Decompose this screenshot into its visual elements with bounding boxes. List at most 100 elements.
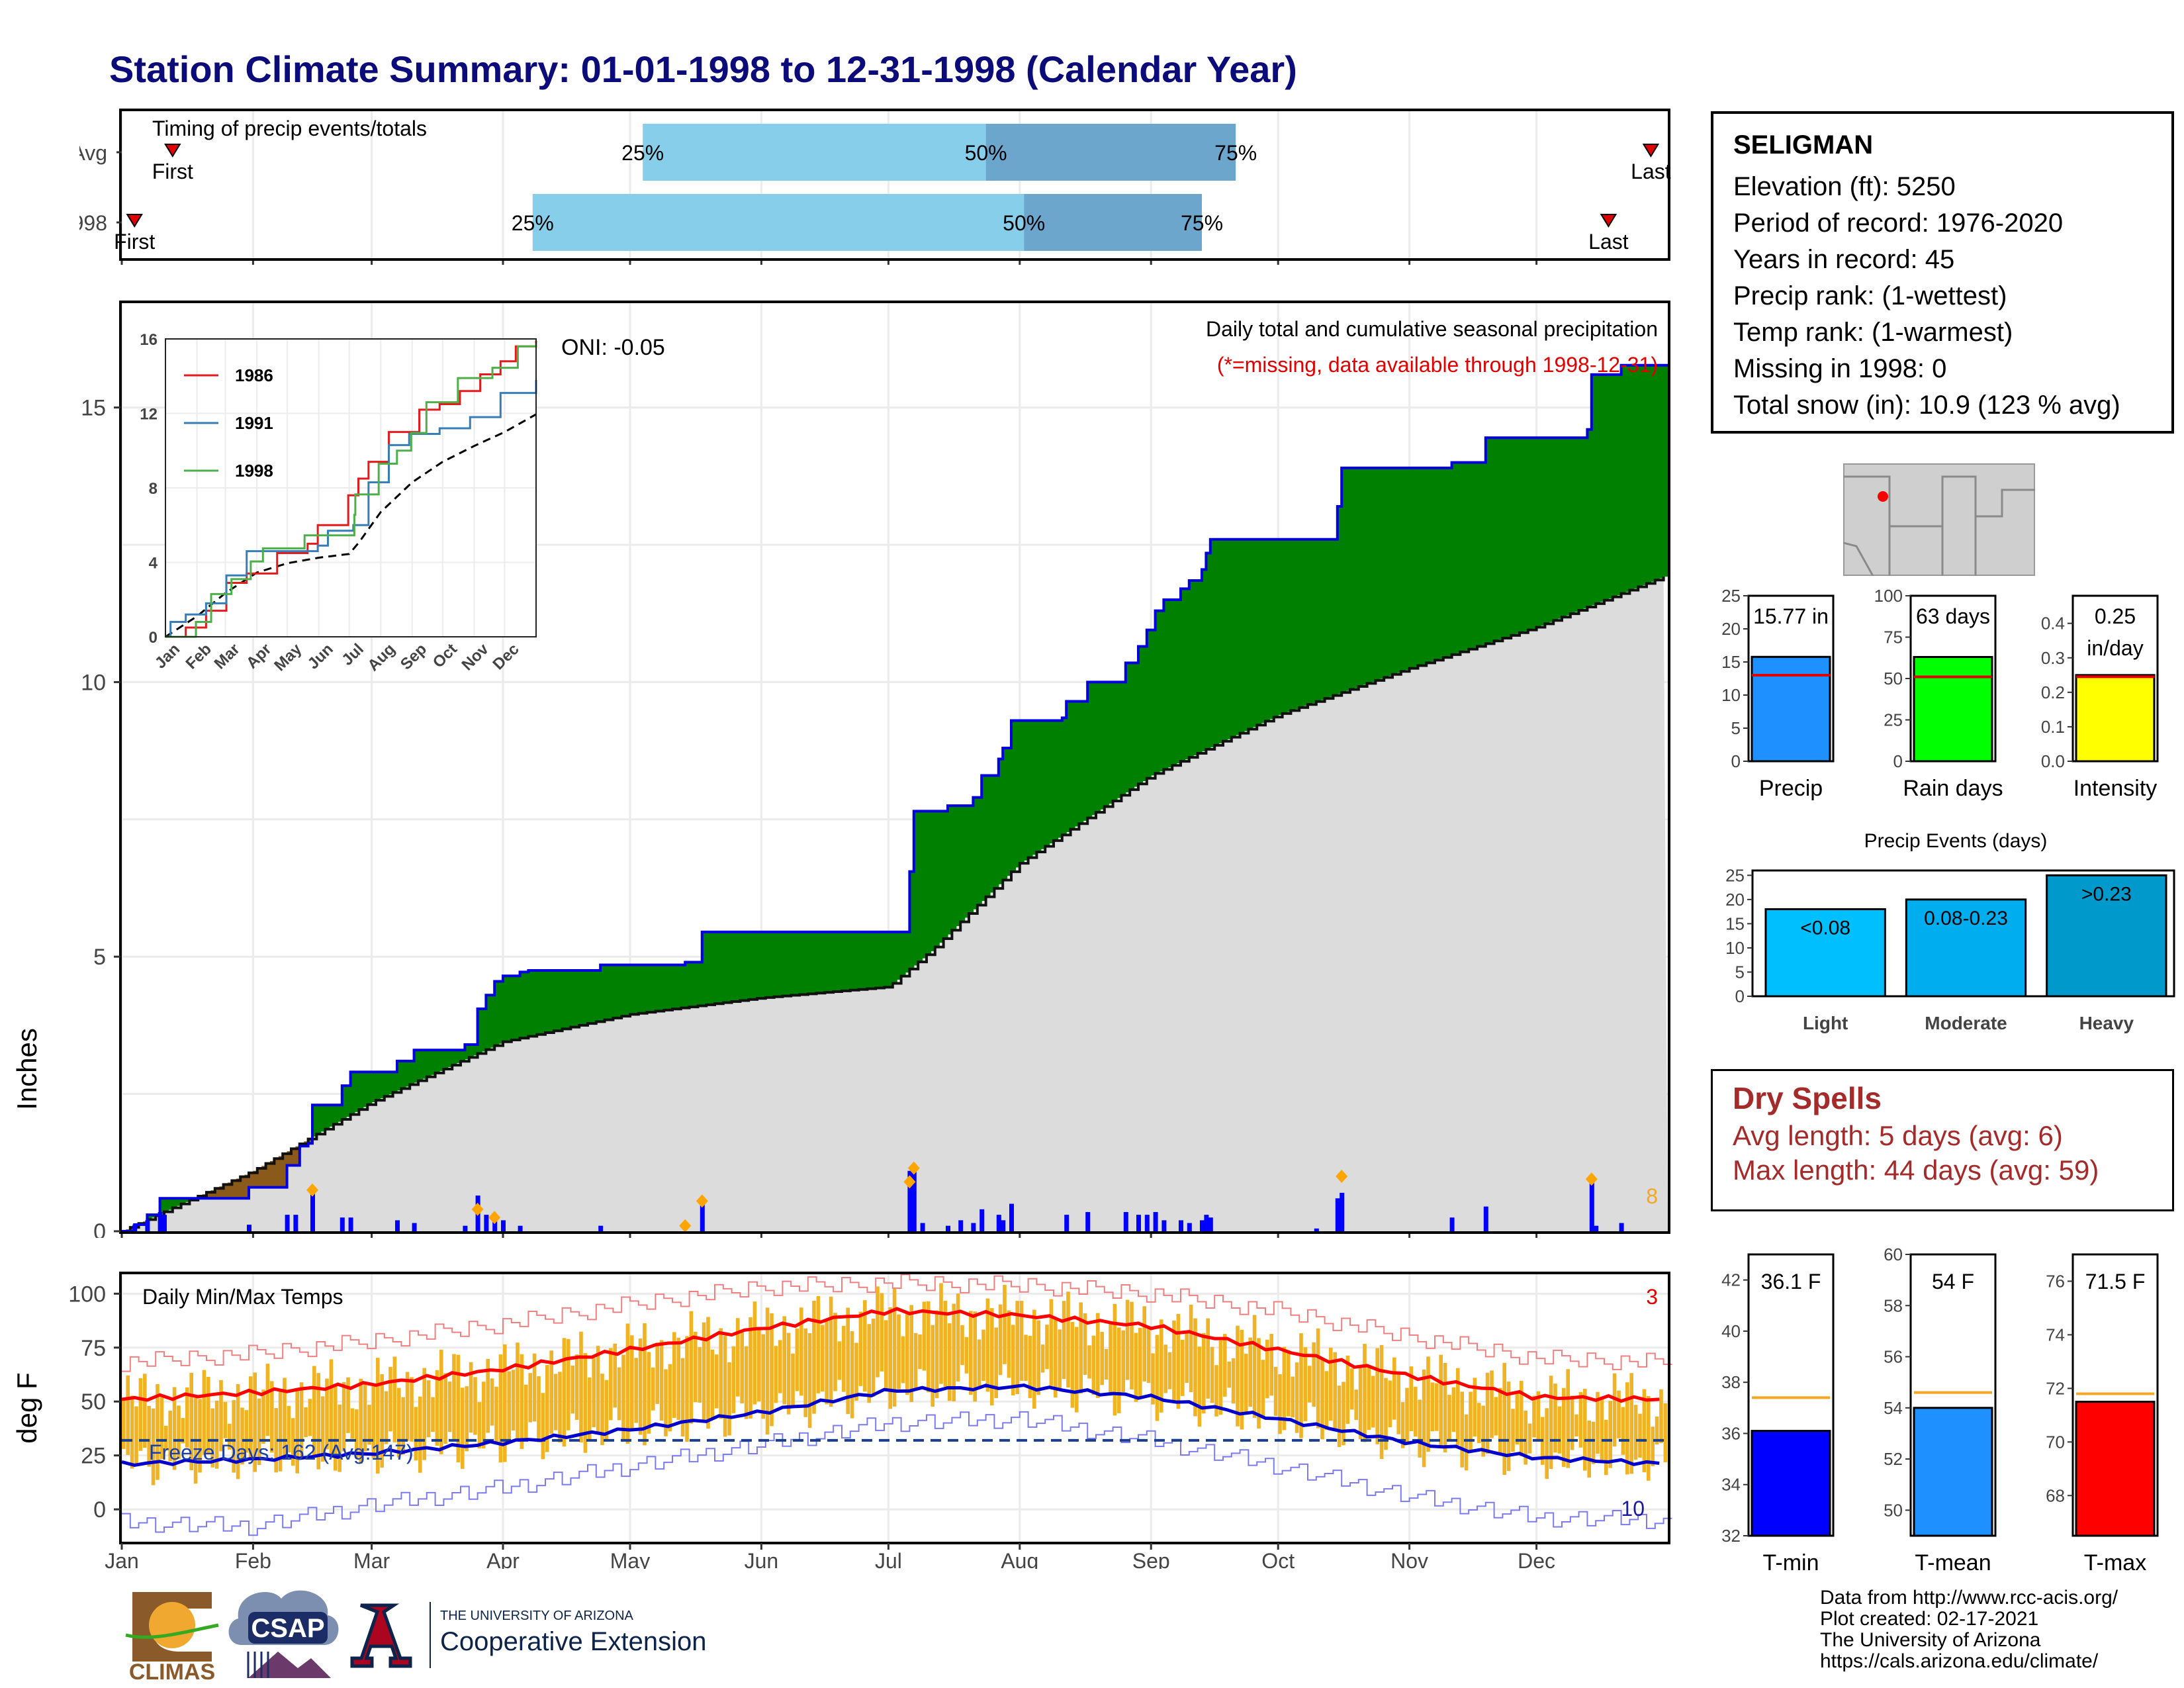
departure-band	[1028, 720, 1033, 858]
departure-band	[651, 964, 656, 1012]
precip-ytick-label: 5	[93, 945, 106, 970]
departure-band	[558, 970, 563, 1030]
daily-temp-bar	[185, 1387, 189, 1448]
daily-temp-bar	[1430, 1382, 1435, 1432]
mini-bar-value: 0.25	[2095, 604, 2136, 628]
daily-temp-bar	[821, 1325, 825, 1392]
departure-band	[1469, 462, 1474, 649]
departure-band	[537, 970, 542, 1035]
daily-temp-bar	[1337, 1385, 1342, 1448]
departure-band	[1324, 539, 1330, 699]
daily-temp-bar	[1189, 1304, 1193, 1393]
departure-band	[1612, 374, 1617, 597]
daily-temp-bar	[1371, 1376, 1375, 1428]
inset-month-label: Nov	[459, 640, 493, 675]
departure-band	[1566, 438, 1571, 616]
daily-temp-bar	[672, 1332, 676, 1418]
departure-band	[740, 931, 745, 1001]
daily-temp-bar	[931, 1325, 934, 1407]
departure-band	[1104, 682, 1109, 807]
departure-band	[312, 1105, 317, 1137]
month-label: Jan	[105, 1549, 139, 1569]
departure-band	[1024, 720, 1029, 861]
daily-temp-bar	[177, 1405, 181, 1460]
daily-temp-bar	[261, 1389, 265, 1444]
departure-band	[562, 970, 567, 1029]
footer-line: Data from http://www.rcc-acis.org/	[1820, 1587, 2118, 1609]
daily-precip-bar	[1200, 1220, 1205, 1231]
departure-band	[452, 1050, 457, 1066]
logos: CLIMAS CSAP THE UNIVERSITY OF ARIZONA Co…	[125, 1590, 706, 1685]
daily-temp-bar	[334, 1385, 338, 1471]
events-ytick-label: 15	[1725, 914, 1745, 933]
daily-temp-bar	[524, 1384, 528, 1440]
departure-band	[786, 931, 792, 996]
daily-temp-bar	[486, 1358, 490, 1433]
departure-band	[948, 806, 952, 935]
daily-temp-bar	[1498, 1387, 1502, 1456]
departure-band	[359, 1072, 364, 1110]
daily-temp-bar	[1100, 1332, 1104, 1385]
departure-band	[1163, 599, 1169, 770]
departure-band	[253, 1170, 258, 1188]
daily-temp-bar	[685, 1336, 689, 1442]
daily-precip-bar	[293, 1215, 298, 1231]
daily-temp-bar	[659, 1340, 664, 1421]
timing-p50: 50%	[965, 141, 1007, 165]
daily-temp-bar	[1481, 1405, 1485, 1457]
inset-series-1991	[165, 379, 537, 638]
departure-band	[1087, 682, 1093, 818]
departure-band	[1629, 365, 1635, 590]
daily-temp-bar	[172, 1387, 177, 1470]
temp-frame	[119, 1272, 1670, 1544]
departure-band	[1435, 467, 1439, 661]
timing-bar-50-75	[1024, 194, 1202, 251]
inset-month-label: Oct	[430, 640, 461, 671]
daily-temp-bar	[782, 1316, 786, 1405]
departure-band	[431, 1050, 436, 1075]
month-label: Oct	[1261, 1549, 1295, 1569]
daily-temp-bar	[1524, 1410, 1527, 1465]
daily-temp-bar	[964, 1336, 969, 1374]
daily-precip-bar	[247, 1225, 251, 1231]
departure-band	[1303, 539, 1308, 706]
departure-band	[719, 931, 724, 1004]
departure-band	[1045, 720, 1050, 847]
departure-band	[1054, 720, 1058, 841]
mini-bar-ytick-label: 75	[1884, 628, 1903, 647]
daily-temp-bar	[1379, 1344, 1384, 1459]
daily-precip-bar	[348, 1217, 353, 1231]
daily-precip-bar	[1589, 1179, 1594, 1231]
daily-temp-bar	[1324, 1371, 1329, 1430]
departure-band	[579, 970, 584, 1025]
daily-temp-bar	[1659, 1389, 1663, 1444]
departure-band	[545, 970, 550, 1033]
daily-temp-bar	[774, 1346, 778, 1403]
month-label: Sep	[1132, 1549, 1170, 1569]
timing-row-label: Avg	[79, 141, 107, 165]
daily-temp-bar	[956, 1293, 960, 1382]
daily-temp-bar	[477, 1402, 482, 1449]
daily-temp-bar	[854, 1342, 858, 1401]
daily-temp-bar	[1583, 1388, 1587, 1471]
temp-ytick-label: 25	[81, 1444, 106, 1469]
daily-temp-bar	[1181, 1339, 1185, 1396]
daily-precip-bar	[1144, 1215, 1150, 1231]
daily-precip-bar	[996, 1215, 1001, 1231]
mini-bar-ytick-label: 10	[1721, 685, 1741, 705]
daily-temp-bar	[744, 1346, 749, 1419]
daily-temp-bar	[583, 1353, 588, 1453]
departure-band	[791, 931, 796, 996]
departure-band	[1600, 374, 1605, 602]
daily-precip-bar	[1161, 1220, 1167, 1231]
daily-temp-bar	[465, 1386, 469, 1452]
events-ytick-label: 5	[1735, 962, 1745, 982]
departure-band	[1155, 610, 1160, 774]
daily-temp-bar	[1532, 1395, 1536, 1438]
departure-band	[736, 931, 741, 1002]
timing-label: Timing of precip events/totals	[152, 117, 427, 140]
timing-row-label: 1998	[79, 211, 107, 235]
avg-min-line	[121, 1383, 1660, 1468]
departure-band	[1295, 539, 1300, 710]
daily-temp-bar	[816, 1296, 821, 1393]
